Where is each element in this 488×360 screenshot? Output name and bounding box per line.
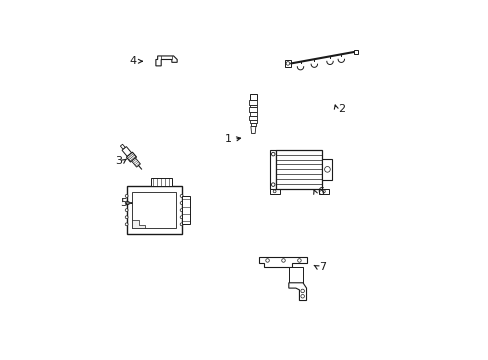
Polygon shape <box>258 257 306 267</box>
Circle shape <box>271 183 274 186</box>
Bar <box>250 123 255 126</box>
Bar <box>276 150 322 189</box>
Circle shape <box>322 190 325 193</box>
Circle shape <box>125 202 128 204</box>
Circle shape <box>300 294 304 298</box>
Polygon shape <box>131 158 140 167</box>
Text: 6: 6 <box>317 188 324 197</box>
Polygon shape <box>126 152 136 162</box>
Bar <box>249 107 257 112</box>
Circle shape <box>281 259 285 262</box>
Polygon shape <box>156 56 177 66</box>
Bar <box>181 196 190 224</box>
Polygon shape <box>288 283 306 301</box>
Circle shape <box>300 289 304 293</box>
Bar <box>269 189 279 194</box>
Bar <box>249 94 256 100</box>
Bar <box>126 186 181 234</box>
Bar <box>250 120 256 123</box>
Polygon shape <box>250 126 255 134</box>
Circle shape <box>180 216 183 219</box>
Bar <box>353 50 357 54</box>
Circle shape <box>180 209 183 212</box>
Text: 1: 1 <box>224 134 232 144</box>
Circle shape <box>271 152 274 156</box>
Bar <box>150 179 171 186</box>
Bar <box>318 189 328 194</box>
Text: 5: 5 <box>120 198 126 208</box>
Circle shape <box>125 194 128 197</box>
Circle shape <box>125 223 128 226</box>
Polygon shape <box>122 147 131 157</box>
Text: 4: 4 <box>129 56 136 66</box>
Circle shape <box>324 167 329 172</box>
Polygon shape <box>132 220 144 228</box>
Bar <box>284 60 290 67</box>
Circle shape <box>265 259 269 262</box>
Text: 3: 3 <box>115 156 122 166</box>
Bar <box>132 192 176 228</box>
Circle shape <box>125 209 128 212</box>
Circle shape <box>125 216 128 219</box>
Bar <box>249 116 257 120</box>
Bar <box>269 150 276 189</box>
Circle shape <box>180 223 183 226</box>
Polygon shape <box>120 144 125 149</box>
Bar <box>250 112 256 116</box>
Bar <box>288 267 303 283</box>
Circle shape <box>180 202 183 204</box>
Circle shape <box>285 62 289 65</box>
Bar <box>250 104 256 107</box>
Circle shape <box>297 259 301 262</box>
Bar <box>322 159 332 180</box>
Circle shape <box>180 194 183 197</box>
Bar <box>249 100 257 104</box>
Text: 2: 2 <box>338 104 345 114</box>
Text: 7: 7 <box>318 262 325 272</box>
Circle shape <box>273 190 276 193</box>
